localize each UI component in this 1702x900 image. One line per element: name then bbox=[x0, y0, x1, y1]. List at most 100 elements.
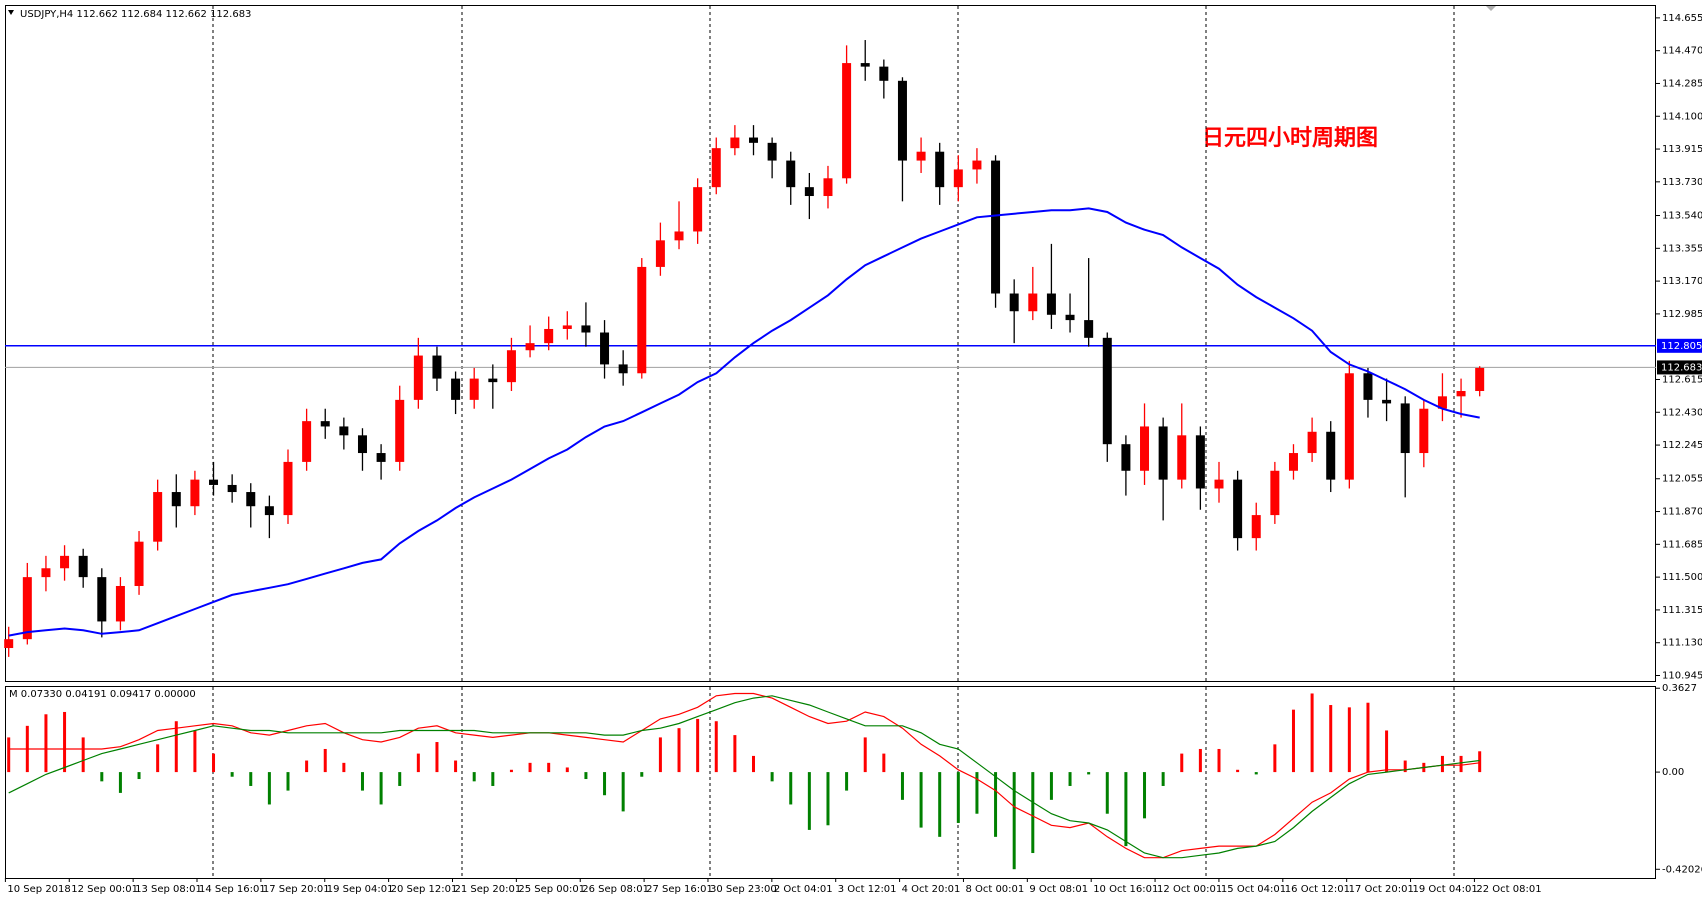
candle-body bbox=[1419, 408, 1429, 454]
candle-body bbox=[655, 240, 665, 267]
candle-body bbox=[1195, 435, 1205, 489]
y-tick-label: 113.915 bbox=[1662, 144, 1702, 155]
macd-bar bbox=[249, 772, 253, 786]
x-tick-label: 15 Oct 04:01 bbox=[1221, 884, 1286, 895]
macd-bar bbox=[212, 753, 216, 773]
x-tick-label: 4 Oct 20:01 bbox=[902, 884, 961, 895]
macd-bar bbox=[752, 755, 755, 773]
macd-bar bbox=[565, 767, 569, 773]
macd-bar bbox=[323, 748, 327, 773]
macd-signal-line bbox=[8, 695, 1480, 859]
candle-body bbox=[488, 378, 498, 383]
macd-bar bbox=[621, 772, 625, 812]
candle-body bbox=[674, 231, 684, 241]
macd-bar bbox=[100, 772, 104, 782]
y-tick-label: 0.3627 bbox=[1662, 683, 1697, 694]
x-tick-label: 3 Oct 12:01 bbox=[838, 884, 897, 895]
macd-bar bbox=[733, 735, 737, 773]
y-tick-label: 112.055 bbox=[1662, 474, 1702, 485]
candle-body bbox=[693, 187, 703, 232]
candle-body bbox=[357, 435, 367, 454]
y-tick-label: 114.100 bbox=[1662, 111, 1702, 122]
macd-bar bbox=[640, 772, 644, 777]
macd-bar bbox=[63, 711, 67, 773]
candle-body bbox=[953, 169, 963, 188]
macd-bar bbox=[1478, 751, 1482, 773]
macd-bar bbox=[1291, 709, 1295, 773]
macd-bar bbox=[7, 737, 11, 773]
candle-body bbox=[879, 66, 889, 81]
candle-body bbox=[115, 585, 125, 622]
candle-body bbox=[730, 137, 740, 149]
macd-bar bbox=[919, 772, 923, 828]
candle-body bbox=[1214, 479, 1224, 489]
y-tick-label: 112.430 bbox=[1662, 407, 1702, 418]
x-tick-label: 17 Sep 20:01 bbox=[263, 884, 330, 895]
candle-body bbox=[1177, 435, 1187, 480]
macd-header: M 0.07330 0.04191 0.09417 0.00000 bbox=[9, 689, 196, 700]
candle-body bbox=[246, 492, 256, 507]
macd-bar bbox=[509, 769, 513, 773]
y-tick-label: 111.500 bbox=[1662, 572, 1702, 583]
candle-body bbox=[22, 577, 32, 640]
candle-body bbox=[935, 151, 945, 188]
macd-bar bbox=[491, 772, 495, 786]
macd-bar bbox=[1366, 702, 1370, 773]
macd-bar bbox=[528, 762, 532, 773]
macd-bar bbox=[770, 772, 774, 782]
candle-body bbox=[767, 142, 777, 161]
x-tick-label: 26 Sep 08:01 bbox=[582, 884, 649, 895]
macd-bar bbox=[1273, 744, 1277, 773]
candle-body bbox=[1028, 293, 1038, 312]
symbol-header: USDJPY,H4 112.662 112.684 112.662 112.68… bbox=[20, 9, 251, 20]
candle-body bbox=[1437, 396, 1447, 409]
y-tick-label: 111.870 bbox=[1662, 507, 1702, 518]
candle-body bbox=[60, 555, 70, 569]
y-tick-label: 112.985 bbox=[1662, 309, 1702, 320]
y-tick-label: -0.42026 bbox=[1662, 864, 1702, 875]
candle-body bbox=[1084, 320, 1094, 338]
candle-body bbox=[897, 80, 907, 161]
macd-bar bbox=[360, 772, 364, 791]
candle-body bbox=[1288, 453, 1298, 471]
macd-bar bbox=[863, 737, 867, 773]
x-tick-label: 13 Sep 08:01 bbox=[135, 884, 202, 895]
candle-body bbox=[339, 426, 349, 436]
macd-bar bbox=[81, 737, 85, 773]
macd-bar bbox=[677, 728, 681, 773]
x-tick-label: 10 Sep 2018 bbox=[7, 884, 70, 895]
macd-bar bbox=[1254, 772, 1258, 775]
candle-body bbox=[1140, 426, 1150, 471]
candle-body bbox=[544, 328, 554, 344]
candle-body bbox=[1102, 337, 1112, 445]
candle-body bbox=[78, 555, 88, 578]
candle-body bbox=[1344, 373, 1354, 480]
candle-body bbox=[97, 577, 107, 622]
macd-bar bbox=[286, 772, 290, 791]
candle-body bbox=[1363, 373, 1373, 400]
macd-bar bbox=[1217, 748, 1221, 773]
macd-bar bbox=[398, 772, 402, 786]
macd-bar bbox=[1049, 772, 1053, 800]
candle-body bbox=[209, 479, 219, 485]
x-tick-label: 22 Oct 08:01 bbox=[1476, 884, 1541, 895]
candle-body bbox=[1456, 391, 1466, 397]
candle-body bbox=[1400, 403, 1410, 454]
macd-bar bbox=[44, 714, 48, 773]
candle-body bbox=[413, 355, 423, 400]
candle-body bbox=[916, 151, 926, 161]
candle-body bbox=[711, 148, 721, 188]
candle-body bbox=[823, 178, 833, 197]
x-tick-label: 19 Oct 04:01 bbox=[1413, 884, 1478, 895]
candle-body bbox=[860, 63, 870, 67]
macd-bar bbox=[547, 762, 551, 773]
macd-bar bbox=[342, 762, 346, 773]
candle-body bbox=[190, 479, 200, 507]
chart-annotation: 日元四小时周期图 bbox=[1202, 125, 1378, 151]
header-arrow bbox=[8, 10, 14, 15]
candle-body bbox=[525, 343, 535, 351]
macd-bar bbox=[1329, 705, 1333, 773]
macd-bar bbox=[1198, 748, 1202, 773]
macd-bar bbox=[118, 772, 122, 793]
candle-body bbox=[171, 492, 181, 507]
